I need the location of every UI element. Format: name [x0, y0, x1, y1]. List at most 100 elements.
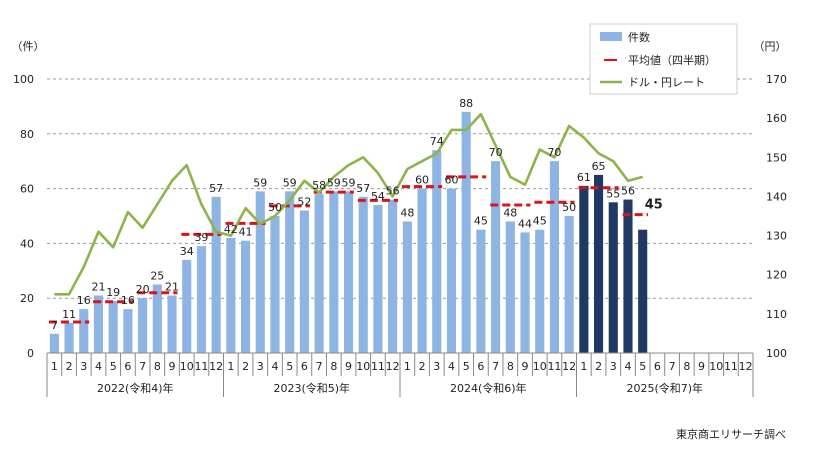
data-label: 59 [342, 176, 356, 189]
bar [432, 150, 442, 353]
data-label: 25 [150, 270, 164, 283]
x-tick-month: 9 [169, 360, 176, 373]
x-tick-month: 1 [404, 360, 411, 373]
bar [270, 216, 280, 353]
bar [138, 298, 148, 353]
x-tick-month: 7 [139, 360, 146, 373]
x-tick-month: 4 [95, 360, 102, 373]
data-label: 42 [224, 223, 238, 236]
bar [594, 174, 604, 353]
x-tick-month: 12 [386, 360, 400, 373]
bar [358, 196, 368, 353]
x-tick-month: 12 [739, 360, 753, 373]
data-label: 60 [444, 174, 458, 187]
x-tick-month: 3 [433, 360, 440, 373]
data-label: 59 [327, 176, 341, 189]
x-tick-month: 10 [180, 360, 194, 373]
x-tick-month: 2 [66, 360, 73, 373]
bar [108, 300, 118, 353]
legend-label-avg: 平均値（四半期） [628, 53, 716, 67]
bar [535, 229, 545, 353]
y-tick-left: 100 [13, 73, 34, 86]
bar [152, 284, 162, 353]
x-tick-month: 3 [610, 360, 617, 373]
x-tick-month: 11 [371, 360, 385, 373]
y-tick-right: 130 [766, 230, 787, 243]
x-tick-month: 10 [533, 360, 547, 373]
y-tick-left: 40 [20, 237, 34, 250]
x-tick-month: 2 [419, 360, 426, 373]
x-tick-month: 8 [683, 360, 690, 373]
x-tick-month: 3 [257, 360, 264, 373]
bar [446, 188, 457, 353]
bar [579, 185, 589, 353]
bar [623, 199, 633, 353]
x-tick-month: 6 [301, 360, 308, 373]
bar [285, 191, 295, 353]
bar [388, 199, 398, 353]
data-label: 45 [533, 215, 547, 228]
data-label: 16 [121, 294, 135, 307]
bar [549, 161, 559, 353]
x-tick-month: 5 [463, 360, 470, 373]
data-label: 88 [459, 97, 473, 110]
data-label: 20 [136, 283, 150, 296]
bar [329, 191, 339, 353]
data-label: 70 [547, 146, 561, 159]
bar [196, 246, 206, 353]
bar [476, 229, 486, 353]
data-label: 65 [592, 160, 606, 173]
bar [314, 194, 324, 353]
bar [564, 216, 574, 353]
data-label: 19 [106, 286, 120, 299]
bar [49, 333, 59, 353]
x-tick-month: 9 [522, 360, 529, 373]
x-tick-month: 9 [698, 360, 705, 373]
x-tick-month: 9 [345, 360, 352, 373]
data-label: 57 [209, 182, 223, 195]
x-tick-month: 2 [242, 360, 249, 373]
y-tick-left: 60 [20, 183, 34, 196]
data-label: 21 [165, 280, 179, 293]
bar [123, 309, 133, 353]
y-tick-left: 80 [20, 128, 34, 141]
data-label: 50 [562, 201, 576, 214]
bar [167, 295, 177, 353]
bar [241, 240, 251, 353]
data-label: 57 [356, 182, 370, 195]
data-label: 34 [180, 245, 194, 258]
legend-swatch-bars [600, 32, 622, 41]
data-label: 50 [268, 201, 282, 214]
data-label: 56 [621, 185, 635, 198]
data-label: 44 [518, 217, 532, 230]
legend-label-bars: 件数 [628, 31, 650, 44]
data-label: 70 [489, 146, 503, 159]
data-label: 59 [253, 176, 267, 189]
x-tick-month: 8 [154, 360, 161, 373]
data-label: 56 [386, 185, 400, 198]
bar [211, 196, 221, 353]
x-tick-month: 10 [356, 360, 370, 373]
bar [299, 210, 309, 353]
x-tick-month: 1 [227, 360, 234, 373]
x-tick-month: 11 [724, 360, 738, 373]
legend-label-usd: ドル・円レート [628, 76, 705, 89]
bar [79, 309, 89, 353]
data-label: 48 [503, 206, 517, 219]
source-note: 東京商エリサーチ調べ [676, 428, 786, 441]
x-tick-month: 6 [654, 360, 661, 373]
y-tick-right: 140 [766, 190, 787, 203]
bar [505, 221, 515, 353]
data-label: 74 [430, 135, 444, 148]
x-tick-month: 5 [286, 360, 293, 373]
x-tick-month: 6 [124, 360, 131, 373]
data-label: 21 [91, 280, 105, 293]
x-tick-month: 8 [507, 360, 514, 373]
y-unit-left: （件） [12, 40, 45, 53]
data-label: 55 [606, 187, 620, 200]
x-tick-month: 11 [547, 360, 561, 373]
data-label: 52 [297, 196, 311, 209]
usd-jpy-line [54, 112, 644, 296]
x-tick-month: 8 [330, 360, 337, 373]
x-tick-month: 4 [448, 360, 455, 373]
